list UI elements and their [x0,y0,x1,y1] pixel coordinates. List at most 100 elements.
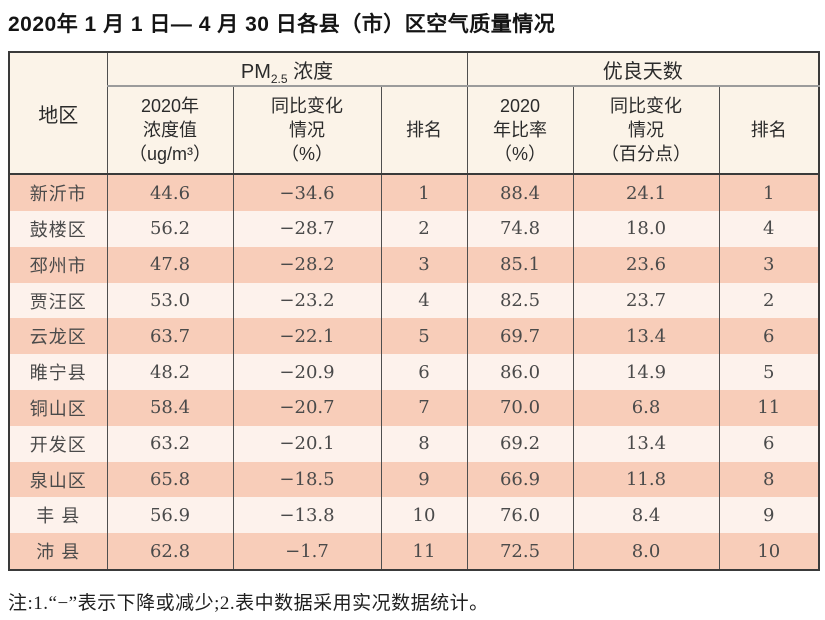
ratio-change-cell: 23.6 [572,246,720,283]
col-group-pm25: PM2.5 浓度 [106,52,468,88]
col-header-ratio: 2020 年比率 （%） [466,86,574,176]
pm25-rank-cell: 1 [380,174,468,212]
pm25-change-cell: −23.2 [232,282,382,319]
table-row: 云龙区 63.7 −22.1 5 69.7 13.4 6 [8,318,820,355]
region-cell: 睢宁县 [8,354,108,391]
pm25-rank-cell: 9 [380,461,468,498]
header-line: 2020 [499,95,541,116]
pm25-change-cell: −20.1 [232,425,382,462]
good-rank-cell: 1 [718,174,820,212]
pm25-rank-cell: 11 [380,533,468,571]
good-rank-cell: 6 [718,318,820,355]
pm25-change-cell: −22.1 [232,318,382,355]
col-group-good-days: 优良天数 [466,52,820,88]
header-line: （%） [280,144,333,165]
pm25-change-cell: −28.7 [232,211,382,247]
group-header-row: 地区 PM2.5 浓度 优良天数 [8,52,820,176]
table-row: 睢宁县 48.2 −20.9 6 86.0 14.9 5 [8,354,820,391]
ratio-change-cell: 23.7 [572,282,720,319]
region-cell: 鼓楼区 [8,211,108,247]
region-cell: 贾汪区 [8,282,108,319]
ratio-value-cell: 85.1 [466,246,574,283]
ratio-value-cell: 69.2 [466,425,574,462]
region-cell: 丰 县 [8,497,108,534]
pm25-value-cell: 56.9 [106,497,234,534]
region-cell: 开发区 [8,425,108,462]
table-row: 贾汪区 53.0 −23.2 4 82.5 23.7 2 [8,282,820,319]
region-cell: 新沂市 [8,174,108,212]
ratio-change-cell: 8.4 [572,497,720,534]
ratio-value-cell: 74.8 [466,211,574,247]
ratio-change-cell: 13.4 [572,425,720,462]
pm25-rank-cell: 6 [380,354,468,391]
table-row: 沛 县 62.8 −1.7 11 72.5 8.0 10 [8,533,820,571]
region-cell: 铜山区 [8,390,108,426]
pm25-rank-cell: 5 [380,318,468,355]
header-line: 情况 [628,120,665,141]
header-line: 浓度值 [143,120,197,141]
header-line: 排名 [750,120,787,141]
table-row: 邳州市 47.8 −28.2 3 85.1 23.6 3 [8,246,820,283]
ratio-value-cell: 66.9 [466,461,574,498]
good-rank-cell: 2 [718,282,820,319]
ratio-change-cell: 18.0 [572,211,720,247]
table-row: 鼓楼区 56.2 −28.7 2 74.8 18.0 4 [8,211,820,247]
pm25-rank-cell: 4 [380,282,468,319]
page-title: 2020年 1 月 1 日— 4 月 30 日各县（市）区空气质量情况 [8,13,556,36]
header-line: 2020年 [140,95,200,116]
pm25-rank-cell: 2 [380,211,468,247]
good-rank-cell: 9 [718,497,820,534]
ratio-change-cell: 6.8 [572,390,720,426]
region-cell: 泉山区 [8,461,108,498]
col-header-pm25-rank: 排名 [380,86,468,176]
good-rank-cell: 5 [718,354,820,391]
table-row: 新沂市 44.6 −34.6 1 88.4 24.1 1 [8,174,820,212]
col-header-pm25-change: 同比变化 情况 （%） [232,86,382,176]
col-header-region: 地区 [8,52,108,176]
table-header: 地区 PM2.5 浓度 优良天数 2020年 浓度值 （ug/m³） 同比变化 … [8,52,820,176]
header-line: （ug/m³） [128,144,211,165]
col-header-pm25-value: 2020年 浓度值 （ug/m³） [106,86,234,176]
air-quality-table: 地区 PM2.5 浓度 优良天数 2020年 浓度值 （ug/m³） 同比变化 … [8,51,821,572]
ratio-change-cell: 11.8 [572,461,720,498]
ratio-change-cell: 8.0 [572,533,720,571]
pm25-value-cell: 56.2 [106,211,234,247]
pm25-change-cell: −1.7 [232,533,382,571]
table-row: 丰 县 56.9 −13.8 10 76.0 8.4 9 [8,497,820,534]
good-rank-cell: 11 [718,390,820,426]
pm25-value-cell: 58.4 [106,390,234,426]
pm25-change-cell: −34.6 [232,174,382,212]
ratio-value-cell: 86.0 [466,354,574,391]
header-line: 同比变化 [271,95,343,116]
pm25-value-cell: 48.2 [106,354,234,391]
pm25-label-prefix: PM [240,60,271,83]
table-row: 铜山区 58.4 −20.7 7 70.0 6.8 11 [8,390,820,426]
table-body: 新沂市 44.6 −34.6 1 88.4 24.1 1 鼓楼区 56.2 −2… [8,174,820,571]
pm25-rank-cell: 8 [380,425,468,462]
good-rank-cell: 6 [718,425,820,462]
good-rank-cell: 4 [718,211,820,247]
header-line: 年比率 [493,120,548,141]
table-row: 泉山区 65.8 −18.5 9 66.9 11.8 8 [8,461,820,498]
pm25-value-cell: 63.7 [106,318,234,355]
pm25-label-suffix: 浓度 [287,60,334,83]
pm25-value-cell: 53.0 [106,282,234,319]
pm25-change-cell: −13.8 [232,497,382,534]
pm25-rank-cell: 10 [380,497,468,534]
ratio-value-cell: 88.4 [466,174,574,212]
good-rank-cell: 3 [718,246,820,283]
good-rank-cell: 10 [718,533,820,571]
ratio-value-cell: 82.5 [466,282,574,319]
col-header-good-rank: 排名 [718,86,820,176]
pm25-label-subscript: 2.5 [270,71,288,86]
ratio-change-cell: 13.4 [572,318,720,355]
footnote: 注:1.“−”表示下降或减少;2.表中数据采用实况数据统计。 [8,593,489,615]
pm25-rank-cell: 7 [380,390,468,426]
header-line: （百分点） [601,144,692,165]
ratio-value-cell: 70.0 [466,390,574,426]
pm25-value-cell: 62.8 [106,533,234,571]
table-row: 开发区 63.2 −20.1 8 69.2 13.4 6 [8,425,820,462]
pm25-value-cell: 65.8 [106,461,234,498]
header-line: 排名 [406,120,442,141]
